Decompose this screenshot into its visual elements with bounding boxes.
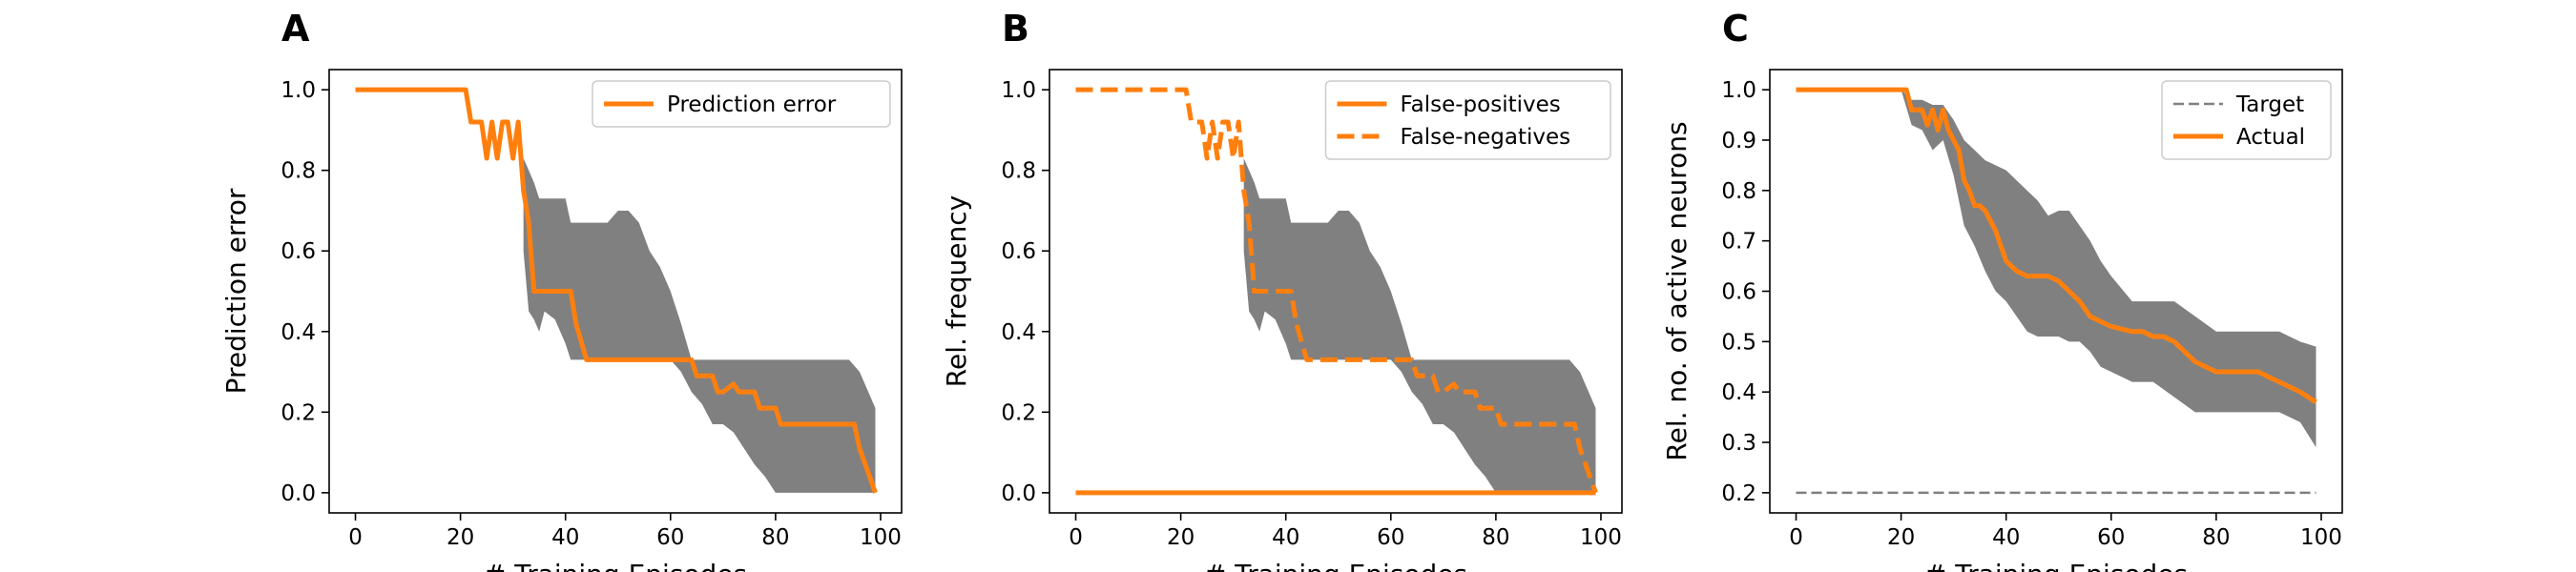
legend: False-positives False-negatives — [1324, 80, 1611, 160]
y-tick-label: 0.6 — [1721, 280, 1756, 305]
series-line-0 — [355, 87, 878, 494]
y-tick-label: 0.5 — [1721, 330, 1756, 355]
legend-box — [2161, 80, 2332, 160]
legend-label: False-negatives — [1401, 125, 1571, 150]
y-tick-label: 0.2 — [1001, 400, 1036, 425]
y-tick-label: 1.0 — [280, 78, 316, 103]
legend-label: False-positives — [1401, 92, 1561, 117]
y-tick-label: 0.9 — [1721, 129, 1756, 153]
y-tick-label: 0.3 — [1721, 431, 1756, 456]
confidence-band — [1243, 158, 1596, 493]
legend-box — [1324, 80, 1611, 160]
panel-letter: B — [1002, 8, 1029, 50]
x-tick-label: 0 — [1069, 525, 1083, 550]
x-tick-label: 80 — [761, 525, 789, 550]
y-tick-label: 0.8 — [1001, 159, 1036, 184]
y-axis-label: Rel. no. of active neurons — [1661, 121, 1693, 460]
confidence-band — [523, 158, 876, 493]
series-line-1 — [1796, 87, 2317, 404]
plot-area — [1796, 87, 2317, 495]
x-tick-label: 80 — [1482, 525, 1509, 550]
panel-letter: A — [281, 8, 310, 50]
y-tick-label: 0.4 — [1721, 380, 1756, 405]
x-axis-label: # Training Episodes — [1204, 559, 1467, 572]
x-tick-label: 20 — [1887, 525, 1915, 550]
y-tick-label: 1.0 — [1721, 78, 1756, 103]
x-tick-label: 60 — [2097, 525, 2125, 550]
legend-box — [592, 80, 891, 128]
legend: Target Actual — [2161, 80, 2332, 160]
y-tick-label: 0.6 — [1001, 239, 1036, 264]
panel-c: 0 20 40 60 80 100 0.2 0.3 0.4 0.5 0.6 0.7 0.8 0.9 1.0 #… — [1661, 8, 2343, 572]
y-tick-label: 0.0 — [280, 481, 316, 506]
panel-letter: C — [1722, 8, 1749, 50]
legend-label: Target — [2235, 92, 2304, 117]
y-tick-label: 0.2 — [280, 400, 316, 425]
x-tick-label: 60 — [1377, 525, 1404, 550]
x-tick-label: 40 — [551, 525, 579, 550]
x-tick-label: 60 — [656, 525, 684, 550]
y-axis-label: Prediction error — [220, 188, 252, 394]
y-tick-label: 0.2 — [1721, 481, 1756, 506]
y-axis-label: Rel. frequency — [941, 195, 972, 387]
y-tick-label: 0.4 — [280, 320, 316, 345]
y-tick-label: 0.8 — [1721, 179, 1756, 204]
x-axis-label: # Training Episodes — [1924, 559, 2188, 572]
legend-label: Prediction error — [667, 92, 837, 117]
x-tick-label: 0 — [1789, 525, 1803, 550]
x-tick-label: 40 — [1272, 525, 1299, 550]
x-tick-label: 0 — [348, 525, 363, 550]
x-axis-label: # Training Episodes — [484, 559, 747, 572]
y-tick-label: 0.7 — [1721, 230, 1756, 255]
y-tick-label: 0.0 — [1001, 481, 1036, 506]
panel-a: 0 20 40 60 80 100 0.0 0.2 0.4 0.6 0.8 1.0 # Training… — [220, 8, 903, 572]
confidence-band — [1901, 90, 2316, 448]
x-tick-label: 80 — [2202, 525, 2230, 550]
legend-label: Actual — [2236, 125, 2305, 150]
axes-frame — [1049, 69, 1623, 514]
plot-area — [355, 87, 878, 494]
axes-frame — [328, 69, 903, 514]
y-tick-label: 0.8 — [280, 159, 316, 184]
x-tick-label: 20 — [1167, 525, 1195, 550]
y-tick-label: 1.0 — [1001, 78, 1036, 103]
x-tick-label: 100 — [860, 525, 902, 550]
x-tick-label: 100 — [1580, 525, 1622, 550]
y-tick-label: 0.6 — [280, 239, 316, 264]
legend: Prediction error — [592, 80, 891, 128]
panel-b: 0 20 40 60 80 100 0.0 0.2 0.4 0.6 0.8 1.0 # Training… — [941, 8, 1623, 572]
x-tick-label: 40 — [1992, 525, 2020, 550]
y-tick-label: 0.4 — [1001, 320, 1036, 345]
x-tick-label: 100 — [2300, 525, 2342, 550]
x-tick-label: 20 — [447, 525, 474, 550]
plot-area — [1075, 87, 1598, 496]
